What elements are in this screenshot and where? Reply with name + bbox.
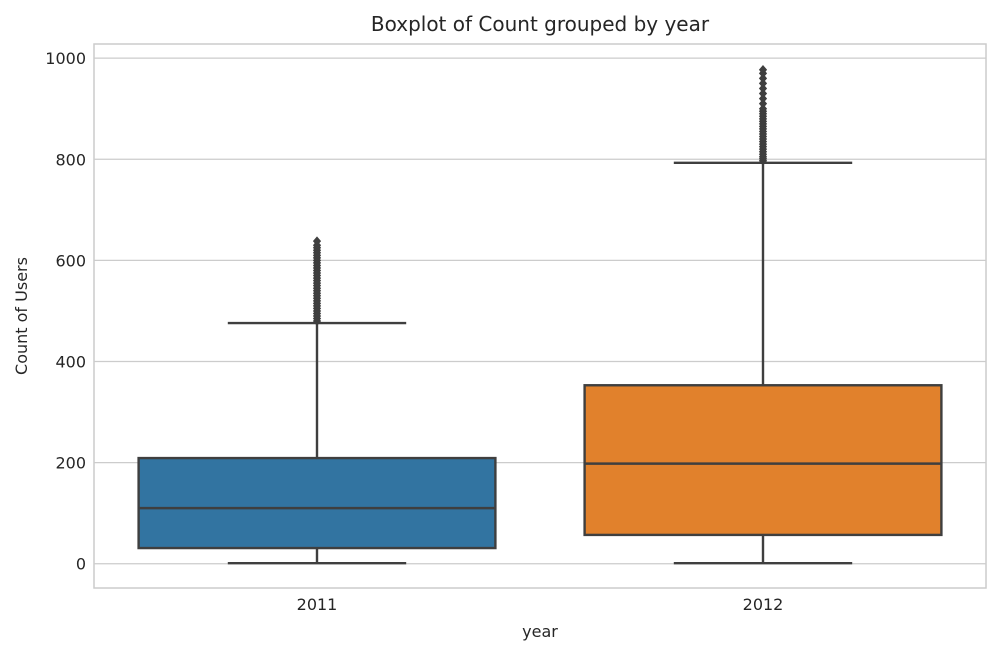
outlier-point bbox=[758, 83, 768, 94]
plot-frame bbox=[93, 43, 987, 589]
x-tick-label: 2011 bbox=[297, 595, 338, 614]
box-2012 bbox=[583, 64, 943, 565]
box-group bbox=[137, 64, 943, 565]
outlier-point bbox=[758, 73, 768, 84]
outlier-point bbox=[758, 78, 768, 89]
y-tick-label: 600 bbox=[55, 251, 86, 270]
x-tick-labels: 2011 2012 bbox=[297, 595, 784, 614]
outlier-point bbox=[758, 64, 768, 75]
y-tick-labels: 0 200 400 600 800 1000 bbox=[45, 49, 86, 574]
outlier-point bbox=[758, 103, 768, 114]
box-iqr bbox=[137, 456, 497, 550]
x-axis-label: year bbox=[522, 622, 558, 641]
box-2011 bbox=[137, 236, 497, 565]
y-tick-label: 200 bbox=[55, 454, 86, 473]
box-iqr bbox=[583, 384, 943, 537]
y-tick-label: 0 bbox=[76, 555, 86, 574]
y-tick-label: 1000 bbox=[45, 49, 86, 68]
outlier-point bbox=[758, 98, 768, 109]
chart-title: Boxplot of Count grouped by year bbox=[371, 12, 710, 36]
y-axis-label: Count of Users bbox=[12, 257, 31, 375]
outlier-point bbox=[758, 93, 768, 104]
outlier-point bbox=[758, 88, 768, 99]
outlier-point bbox=[312, 236, 322, 246]
x-tick-label: 2012 bbox=[743, 595, 784, 614]
y-tick-label: 400 bbox=[55, 353, 86, 372]
y-tick-label: 800 bbox=[55, 150, 86, 169]
